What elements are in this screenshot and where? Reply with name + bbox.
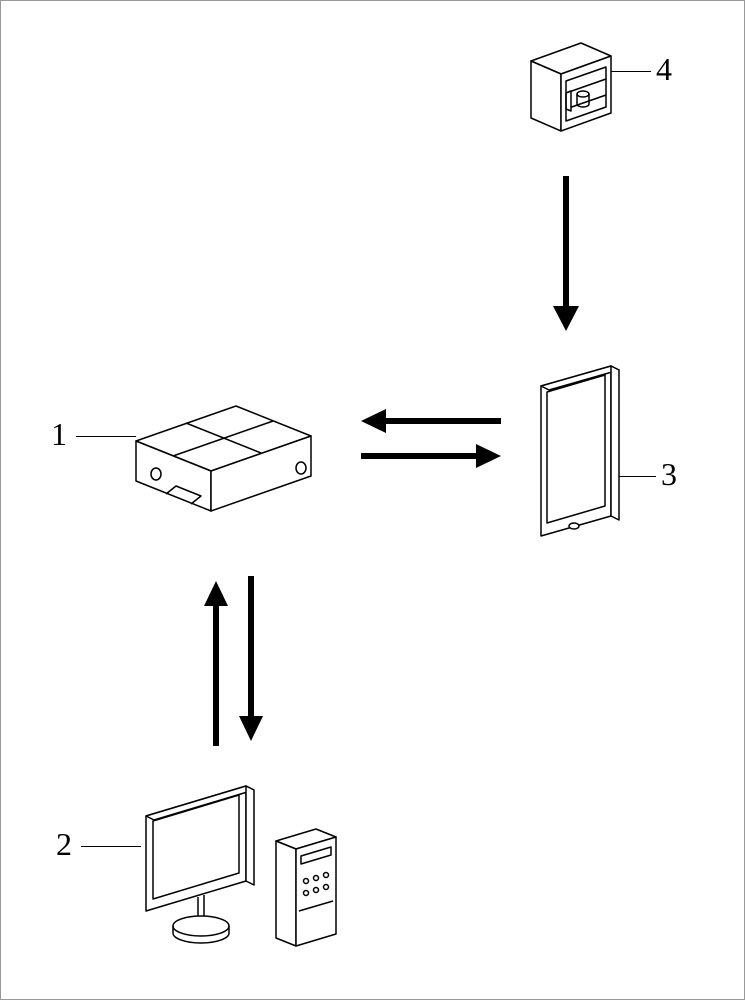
desktop-computer-icon <box>131 771 361 971</box>
device-box-icon <box>106 386 336 536</box>
diagram-canvas: 1 2 3 4 <box>0 0 745 1000</box>
sensor-block-icon <box>511 31 631 151</box>
arrow-phone-to-box <box>356 409 506 433</box>
label-4: 4 <box>656 51 672 88</box>
phone-icon <box>521 356 641 556</box>
arrow-box-to-phone <box>356 444 506 468</box>
label-1: 1 <box>51 416 67 453</box>
arrow-desktop-to-box <box>201 571 231 751</box>
arrow-sensor-to-phone <box>541 176 591 336</box>
label-3: 3 <box>661 456 677 493</box>
arrow-box-to-desktop <box>236 571 266 751</box>
label-2: 2 <box>56 826 72 863</box>
